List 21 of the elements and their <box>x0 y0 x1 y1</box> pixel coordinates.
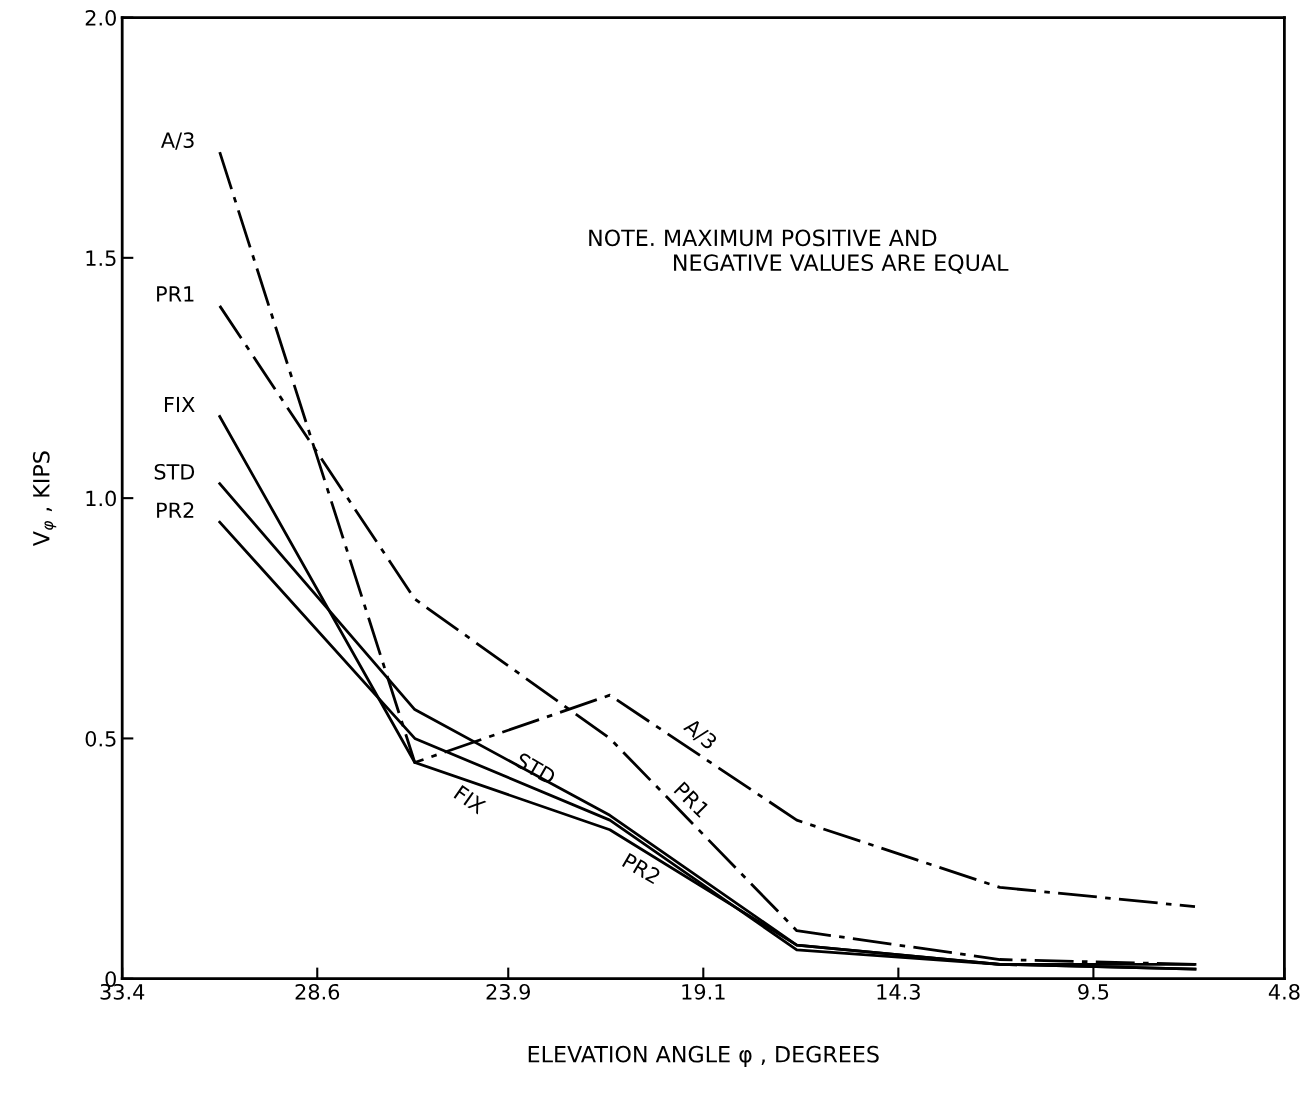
x-tick-label: 28.6 <box>295 983 340 1000</box>
x-tick-label: 9.5 <box>1078 983 1109 1000</box>
series-label: PR1 <box>157 286 194 302</box>
annotation: NOTE. MAXIMUM POSITIVE AND NEGATIVE VALUES ARE EQUAL <box>589 229 1009 274</box>
annotation: FIX <box>453 785 487 815</box>
series-label: A/3 <box>160 132 194 150</box>
y-axis-title: V$_{φ}$ , KIPS <box>32 451 57 547</box>
y-tick-label: 1.0 <box>86 490 116 507</box>
x-tick-label: 23.9 <box>486 983 530 1000</box>
y-tick-label: 1.5 <box>86 250 116 267</box>
y-tick-label: 2.0 <box>85 9 116 26</box>
x-tick-label: 4.8 <box>1268 983 1300 1000</box>
series-label: PR2 <box>157 502 194 518</box>
annotation: PR2 <box>621 852 662 885</box>
annotation: A/3 <box>681 717 718 752</box>
series-label: STD <box>154 463 195 480</box>
series-label: FIX <box>164 396 195 413</box>
x-axis-title: ELEVATION ANGLE φ , DEGREES <box>528 1045 879 1067</box>
x-tick-label: 19.1 <box>682 983 725 1000</box>
y-tick-label: 0.5 <box>85 730 116 747</box>
x-tick-label: 14.3 <box>877 983 920 1000</box>
